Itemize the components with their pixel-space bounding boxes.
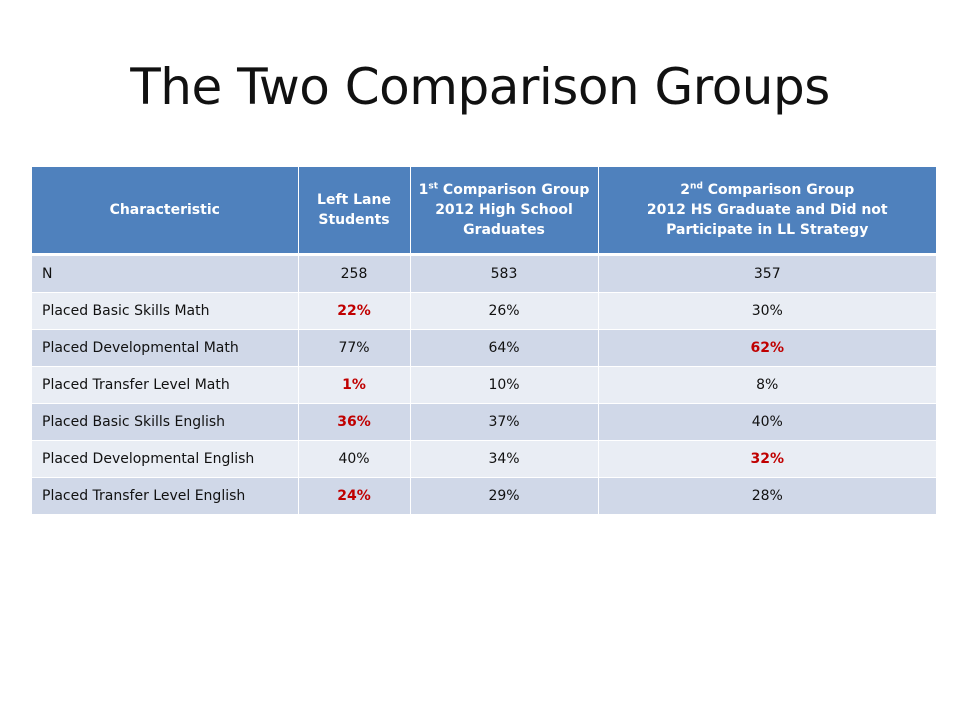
slide-title: The Two Comparison Groups xyxy=(130,58,830,116)
cell-left-lane-highlight: 24% xyxy=(298,477,411,515)
table-row: Placed Basic Skills English 36% 37% 40% xyxy=(32,403,936,441)
cell-group2-highlight: 32% xyxy=(598,440,936,478)
row-label: Placed Basic Skills Math xyxy=(32,292,299,330)
row-label: Placed Transfer Level Math xyxy=(32,366,299,404)
row-label: Placed Developmental English xyxy=(32,440,299,478)
header-group1: 1st Comparison Group 2012 High School Gr… xyxy=(410,167,599,256)
cell-group1: 64% xyxy=(410,329,599,367)
row-label: Placed Developmental Math xyxy=(32,329,299,367)
header-group2-line1: Comparison Group xyxy=(702,182,855,198)
cell-group2: 30% xyxy=(598,292,936,330)
header-group1-line2: 2012 High School Graduates xyxy=(435,202,573,238)
cell-group1: 583 xyxy=(410,254,599,293)
row-label: Placed Transfer Level English xyxy=(32,477,299,515)
cell-group2: 8% xyxy=(598,366,936,404)
table-row: Placed Developmental Math 77% 64% 62% xyxy=(32,329,936,367)
cell-left-lane-highlight: 1% xyxy=(298,366,411,404)
cell-left-lane: 77% xyxy=(298,329,411,367)
table-row: Placed Transfer Level Math 1% 10% 8% xyxy=(32,366,936,404)
header-group1-line1: Comparison Group xyxy=(438,182,590,198)
cell-group1: 29% xyxy=(410,477,599,515)
cell-left-lane-highlight: 22% xyxy=(298,292,411,330)
row-label: N xyxy=(32,254,299,293)
header-group2: 2nd Comparison Group 2012 HS Graduate an… xyxy=(598,167,936,256)
cell-group2: 357 xyxy=(598,254,936,293)
table-row: Placed Transfer Level English 24% 29% 28… xyxy=(32,477,936,515)
header-group1-num: 1 xyxy=(418,182,429,198)
cell-group2: 28% xyxy=(598,477,936,515)
table-row: Placed Developmental English 40% 34% 32% xyxy=(32,440,936,478)
header-group1-sup: st xyxy=(428,181,439,192)
cell-group1: 26% xyxy=(410,292,599,330)
cell-group2: 40% xyxy=(598,403,936,441)
table-row: N 258 583 357 xyxy=(32,254,936,293)
header-group2-line2: 2012 HS Graduate and Did not Participate… xyxy=(646,202,888,238)
cell-left-lane: 40% xyxy=(298,440,411,478)
cell-left-lane-highlight: 36% xyxy=(298,403,411,441)
header-characteristic: Characteristic xyxy=(32,167,299,256)
header-group2-num: 2 xyxy=(680,182,691,198)
cell-group2-highlight: 62% xyxy=(598,329,936,367)
comparison-table: Characteristic Left Lane Students 1st Co… xyxy=(32,167,936,515)
header-group2-sup: nd xyxy=(690,181,703,192)
cell-group1: 34% xyxy=(410,440,599,478)
cell-group1: 37% xyxy=(410,403,599,441)
row-label: Placed Basic Skills English xyxy=(32,403,299,441)
table-row: Placed Basic Skills Math 22% 26% 30% xyxy=(32,292,936,330)
cell-left-lane: 258 xyxy=(298,254,411,293)
header-left-lane: Left Lane Students xyxy=(298,167,411,256)
cell-group1: 10% xyxy=(410,366,599,404)
table-header-row: Characteristic Left Lane Students 1st Co… xyxy=(32,167,936,256)
